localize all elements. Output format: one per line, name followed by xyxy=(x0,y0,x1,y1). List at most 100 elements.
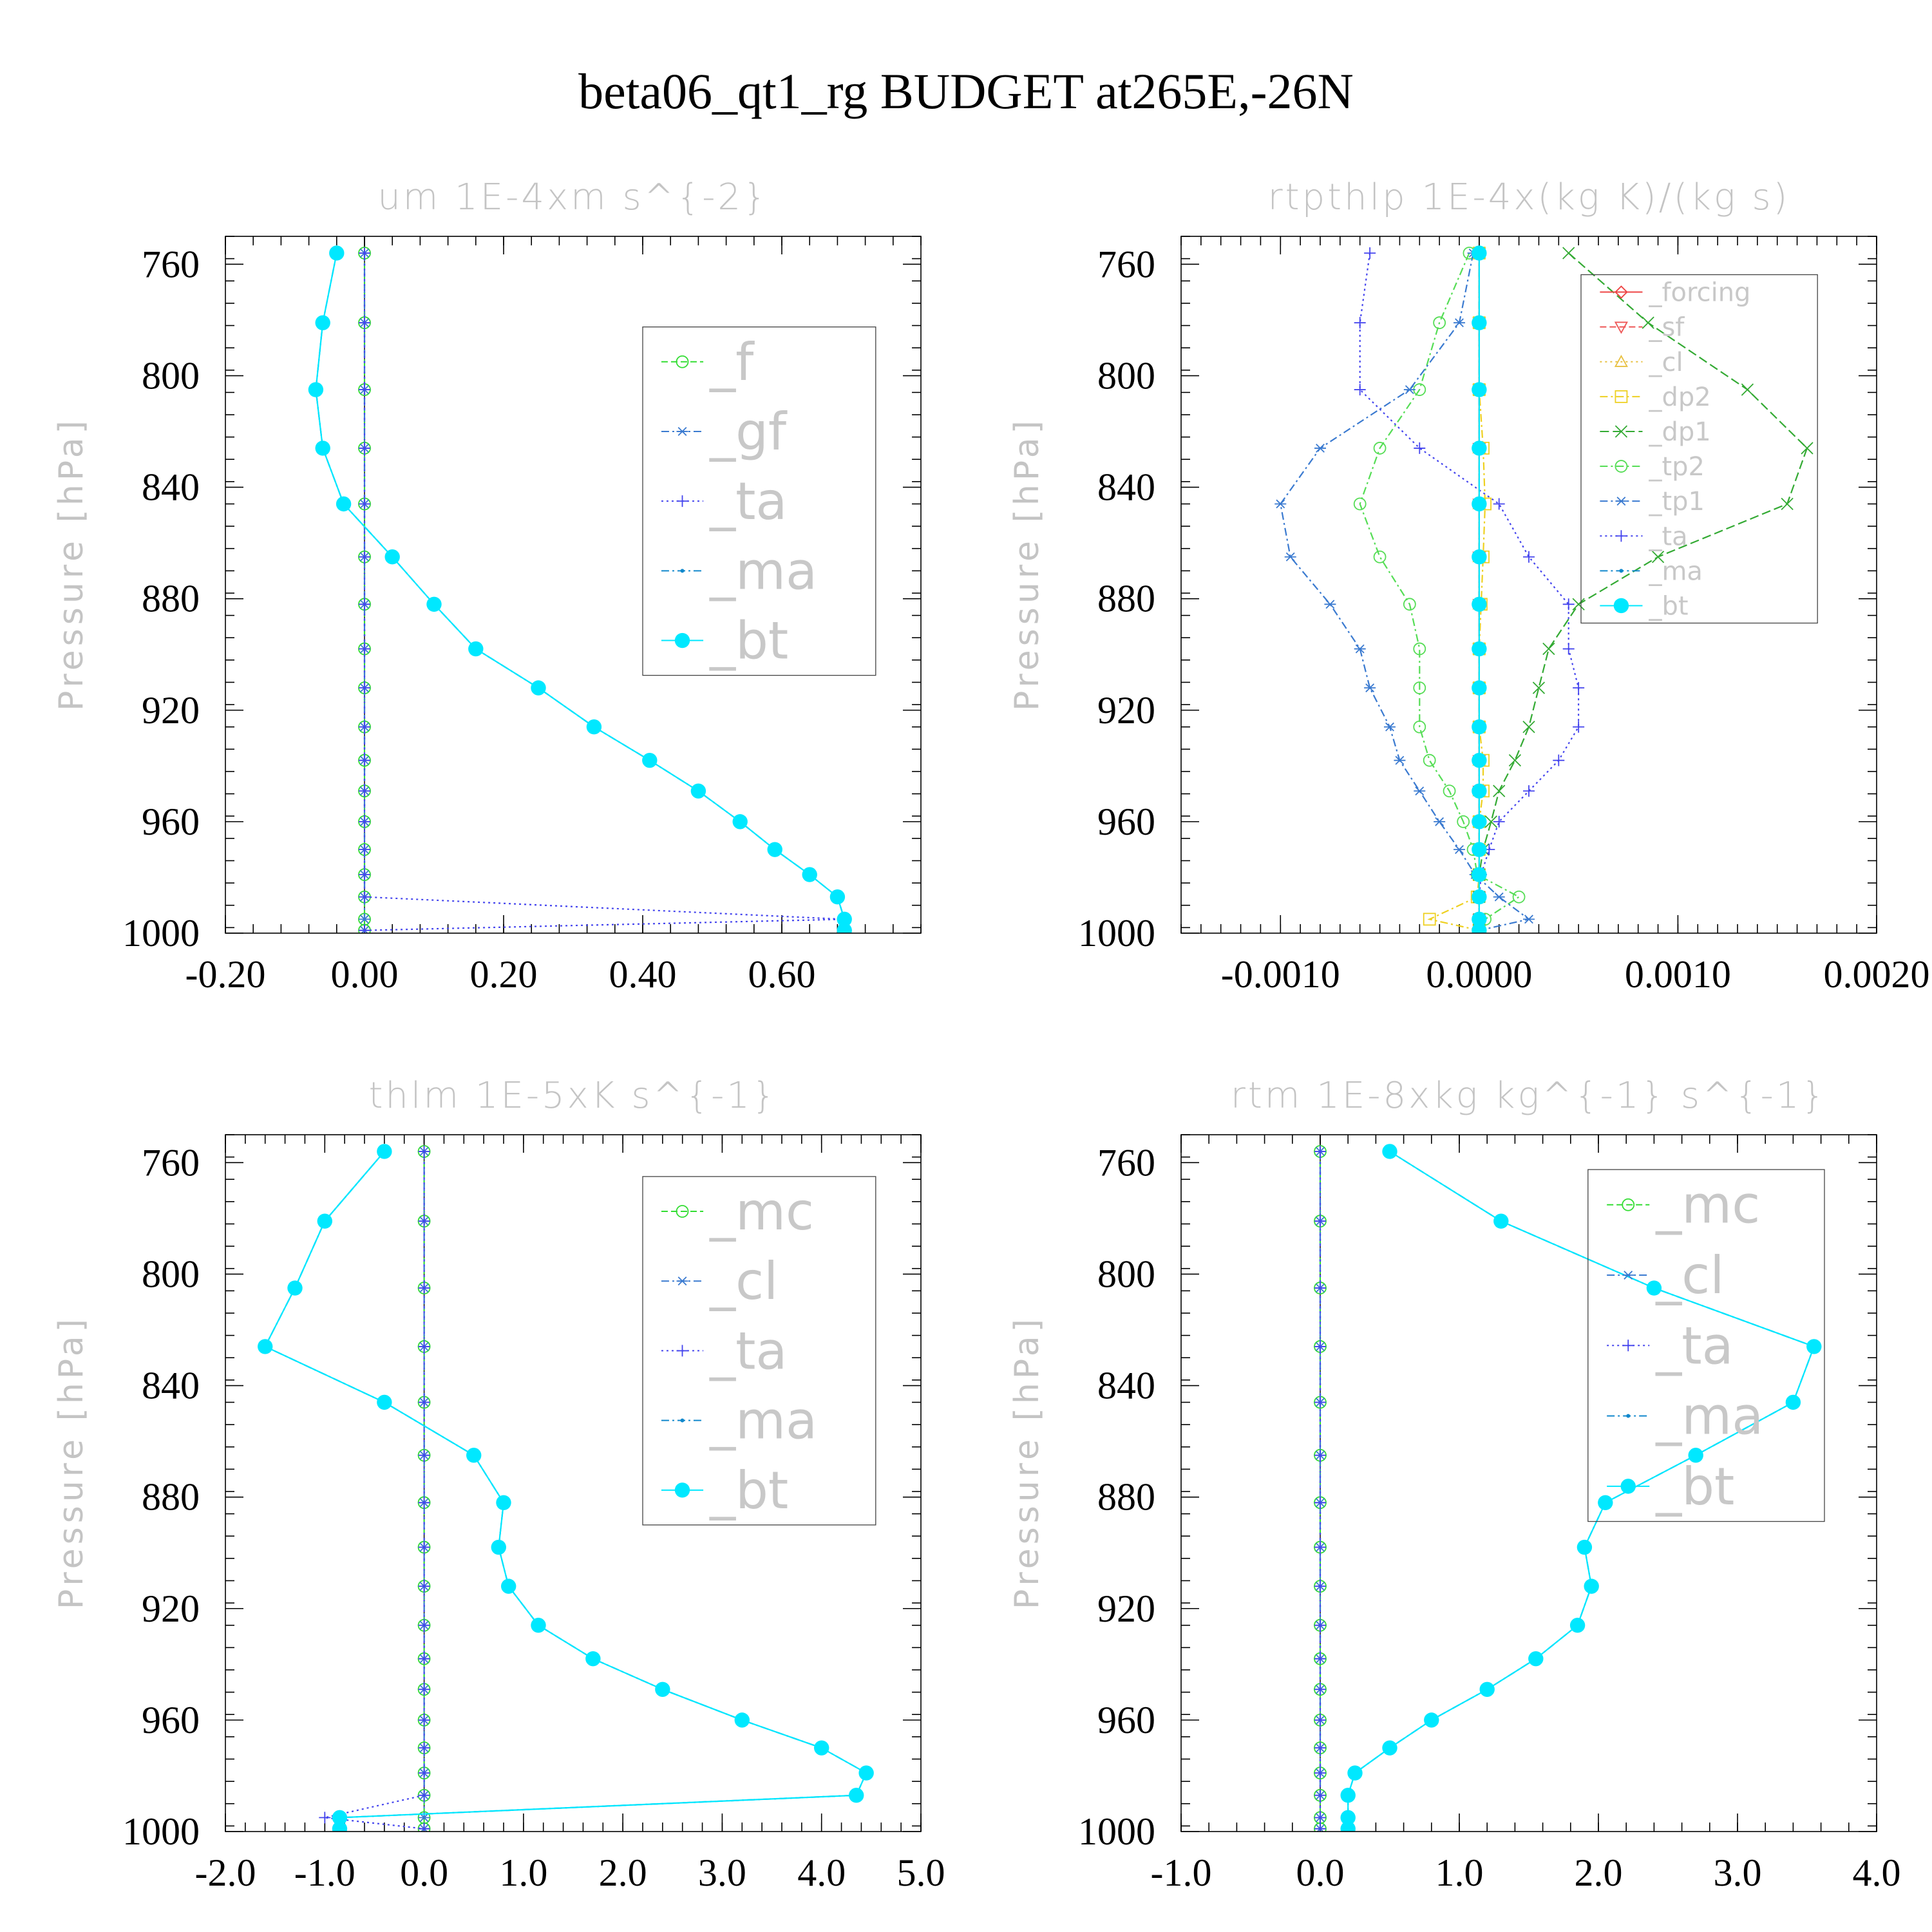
data-point-bt xyxy=(1528,1651,1544,1667)
y-axis-label: Pressure [hPa] xyxy=(1008,417,1046,711)
data-point-tp2 xyxy=(1413,720,1426,734)
data-point-tp1 xyxy=(1324,600,1336,609)
x-tick-label: 0.0000 xyxy=(1426,953,1532,996)
data-point-ta xyxy=(359,384,370,396)
data-point-bt xyxy=(531,1618,546,1633)
data-point-dp1 xyxy=(1532,681,1546,694)
legend-marker xyxy=(676,1345,688,1357)
data-point-tp2 xyxy=(1457,815,1470,828)
y-tick-label: 880 xyxy=(1097,1476,1155,1519)
data-point-ta xyxy=(1314,1580,1326,1593)
y-tick-label: 1000 xyxy=(122,1810,200,1853)
data-point-bt xyxy=(315,440,330,456)
series-line-ta xyxy=(325,1151,425,1830)
series-line-bt xyxy=(1347,1151,1815,1829)
legend-marker xyxy=(680,569,685,573)
data-point-bt xyxy=(1472,496,1487,512)
data-point-dp1 xyxy=(1642,316,1654,329)
data-point-dp1 xyxy=(1484,815,1498,828)
legend-marker xyxy=(1615,530,1627,542)
data-point-ta xyxy=(1414,442,1426,454)
legend-marker xyxy=(1622,1340,1634,1352)
data-point-bt xyxy=(655,1681,670,1697)
x-tick-label: 1.0 xyxy=(499,1852,547,1894)
legend-entry: _mc xyxy=(709,1182,814,1242)
y-tick-label: 960 xyxy=(1097,1699,1155,1741)
data-point-ta xyxy=(359,498,370,510)
data-point-bt xyxy=(1472,889,1487,905)
data-point-ta xyxy=(418,1714,430,1726)
data-point-tp2 xyxy=(1413,642,1426,656)
y-tick-label: 840 xyxy=(142,1365,200,1407)
data-point-bt xyxy=(1472,315,1487,330)
data-point-bt xyxy=(1646,1280,1662,1296)
data-point-bt xyxy=(837,922,852,933)
y-tick-label: 960 xyxy=(1097,800,1155,843)
data-point-tp1 xyxy=(1364,683,1376,693)
legend-entry: _ma xyxy=(709,1391,817,1451)
data-point-bt xyxy=(1472,842,1487,857)
data-point-ta xyxy=(359,844,370,856)
legend-entry: _ta xyxy=(1648,522,1687,551)
x-tick-label: 2.0 xyxy=(599,1852,647,1894)
data-point-tp1 xyxy=(1284,552,1296,562)
data-point-bt xyxy=(1340,1788,1356,1803)
data-point-bt xyxy=(315,315,330,330)
data-point-ta xyxy=(359,754,370,766)
legend-entry: _sf xyxy=(1648,313,1685,343)
data-point-ta xyxy=(418,1282,430,1294)
y-tick-label: 1000 xyxy=(1078,1810,1155,1853)
legend-marker xyxy=(1615,390,1628,403)
y-tick-label: 880 xyxy=(142,1476,200,1519)
x-tick-label: 5.0 xyxy=(897,1852,945,1894)
y-tick-label: 840 xyxy=(1097,466,1155,509)
data-point-dp1 xyxy=(1508,754,1522,767)
data-point-bt xyxy=(1472,752,1487,768)
legend-marker xyxy=(1614,321,1628,334)
chart-panel-4: rtm 1E-8xkg kg^{-1} s^{-1} Pressure [hPa]… xyxy=(1008,1075,1901,1894)
data-point-bt xyxy=(317,1213,332,1229)
data-point-bt xyxy=(586,719,602,735)
data-point-dp1 xyxy=(1801,442,1814,455)
x-tick-label: 2.0 xyxy=(1575,1852,1623,1894)
y-tick-label: 960 xyxy=(142,1699,200,1741)
legend-entry: _dp1 xyxy=(1648,417,1710,447)
data-point-bt xyxy=(491,1539,506,1555)
data-point-ta xyxy=(1314,1282,1326,1294)
legend-marker xyxy=(1622,1198,1635,1211)
x-tick-label: 0.60 xyxy=(748,953,816,996)
series-layer xyxy=(1314,1144,1822,1832)
data-point-bt xyxy=(1577,1539,1593,1555)
series-line-tp1 xyxy=(1280,252,1531,931)
data-point-ta xyxy=(1562,598,1575,611)
data-point-ta xyxy=(1314,1789,1326,1801)
data-point-tp1 xyxy=(1434,817,1446,826)
data-point-ta xyxy=(1314,1619,1326,1631)
y-tick-label: 760 xyxy=(1097,1141,1155,1184)
legend-entry: _dp2 xyxy=(1648,383,1710,412)
y-tick-label: 840 xyxy=(142,466,200,509)
data-point-tp1 xyxy=(1384,722,1396,732)
legend-marker xyxy=(1619,569,1624,573)
data-point-bt xyxy=(287,1280,303,1296)
series-layer xyxy=(308,245,852,933)
legend-marker xyxy=(1615,285,1628,299)
data-point-ta xyxy=(359,891,370,903)
legend-entry: _bt xyxy=(709,611,788,671)
data-point-tp2 xyxy=(1512,890,1526,904)
data-point-tp2 xyxy=(1373,550,1387,564)
x-tick-label: 4.0 xyxy=(1853,1852,1901,1894)
x-tick-label: 3.0 xyxy=(1714,1852,1762,1894)
y-tick-label: 760 xyxy=(1097,243,1155,285)
data-point-ta xyxy=(359,317,370,329)
x-tick-label: 0.0010 xyxy=(1625,953,1731,996)
y-tick-label: 880 xyxy=(1097,578,1155,620)
legend-marker xyxy=(1615,460,1628,473)
data-point-bt xyxy=(1598,1495,1613,1510)
data-point-bt xyxy=(1584,1578,1599,1594)
series-line-ta xyxy=(1359,252,1580,931)
y-axis-label: Pressure [hPa] xyxy=(1008,1315,1046,1609)
data-point-bt xyxy=(814,1740,829,1756)
data-point-bt xyxy=(829,889,846,905)
data-point-bt xyxy=(329,245,345,261)
